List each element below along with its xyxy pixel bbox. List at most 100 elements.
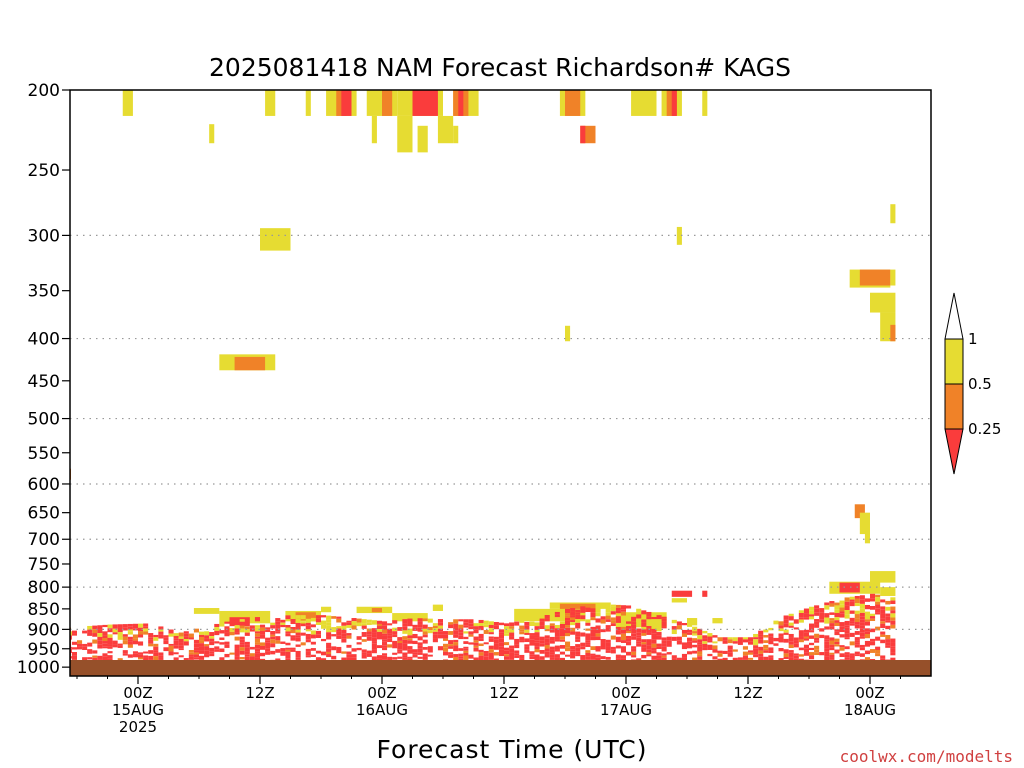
ri-cell: [478, 619, 484, 624]
ri-cell: [254, 625, 260, 628]
ri-cell: [651, 616, 657, 620]
ri-cell: [183, 639, 189, 642]
ri-cell: [483, 653, 489, 657]
ri-cell: [473, 640, 479, 643]
ri-cell: [854, 654, 860, 657]
ri-cell: [361, 623, 367, 626]
ri-cell: [544, 625, 550, 629]
ri-cell: [407, 638, 413, 641]
ri-cell: [864, 604, 870, 610]
ri-cell: [193, 639, 199, 644]
ri-cell: [849, 601, 855, 607]
ri-cell: [712, 635, 718, 638]
ri-cell: [854, 624, 860, 629]
ri-cell: [509, 656, 515, 660]
ri-cell: [285, 627, 291, 632]
ri-cell: [834, 631, 840, 636]
ri-cell: [132, 638, 138, 641]
ri-cell: [580, 632, 586, 637]
ri-cell: [849, 655, 855, 659]
ri-cell: [478, 652, 484, 656]
ri-cell: [163, 637, 169, 641]
ri-cell: [448, 640, 454, 645]
ri-cell: [565, 615, 571, 618]
ri-cell: [565, 627, 571, 631]
ri-cell: [361, 652, 367, 655]
ri-cell: [71, 630, 77, 634]
ri-cell: [565, 654, 571, 657]
ri-cell: [92, 657, 98, 661]
ri-cell: [864, 621, 870, 626]
ri-cell: [661, 648, 667, 652]
ri-cell: [458, 653, 464, 657]
ri-cell: [534, 622, 540, 627]
ri-cell: [493, 636, 499, 640]
ri-cell: [559, 639, 565, 642]
ri-cell: [559, 623, 565, 629]
ri-cell: [529, 651, 535, 655]
ri-cell: [595, 625, 601, 630]
ri-cell: [143, 626, 149, 629]
ri-cell: [717, 653, 723, 657]
ri-cell: [199, 643, 205, 647]
ri-cell: [824, 639, 830, 642]
ri-cell: [585, 633, 591, 637]
ri-cell: [178, 648, 184, 651]
ri-cell: [595, 654, 601, 658]
ri-cell: [880, 631, 886, 635]
ri-cell: [788, 650, 794, 653]
ri-cell: [224, 626, 230, 629]
ri-cell: [407, 632, 413, 636]
ri-cell: [117, 632, 123, 636]
ri-cell: [458, 658, 464, 661]
ri-cell: [397, 649, 403, 652]
ri-cell: [463, 648, 469, 651]
ri-cell: [422, 628, 428, 632]
ri-cell: [422, 656, 428, 660]
ri-cell: [453, 648, 459, 652]
ri-cell: [432, 604, 443, 611]
ri-cell: [681, 653, 687, 658]
ri-cell: [854, 504, 865, 519]
ri-cell: [834, 612, 840, 618]
ri-cell: [864, 650, 870, 655]
ri-cell: [305, 90, 311, 116]
ri-cell: [376, 626, 382, 630]
ri-cell: [412, 624, 418, 628]
ri-cell: [829, 640, 835, 645]
ri-cell: [417, 645, 423, 649]
ri-cell: [814, 619, 820, 622]
ri-cell: [773, 637, 779, 642]
ri-cell: [77, 643, 83, 647]
ri-cell: [356, 618, 362, 623]
ri-cell: [697, 631, 703, 636]
ri-cell: [193, 657, 199, 660]
ri-cell: [890, 620, 896, 625]
ri-cell: [244, 644, 250, 648]
ri-cell: [844, 625, 850, 628]
ri-cell: [92, 650, 98, 654]
ri-cell: [280, 622, 286, 625]
ri-cell: [331, 627, 337, 630]
ri-cell: [803, 644, 809, 649]
ri-cell: [890, 269, 896, 286]
x-tick-label: 16AUG: [356, 701, 408, 719]
ri-cell: [122, 634, 128, 637]
ri-cell: [798, 610, 804, 613]
ri-cell: [509, 628, 515, 633]
ri-cell: [890, 624, 896, 629]
ri-cell: [854, 622, 860, 625]
ri-cell: [687, 644, 693, 649]
ri-cell: [270, 622, 276, 626]
ri-cell: [859, 595, 865, 600]
ri-cell: [336, 635, 342, 639]
ri-cell: [809, 614, 815, 617]
ri-cell: [514, 655, 520, 658]
ri-cell: [300, 621, 306, 624]
ri-cell: [193, 654, 199, 658]
ri-cell: [468, 654, 474, 659]
ri-cell: [676, 226, 682, 245]
ri-cell: [514, 653, 520, 656]
ri-cell: [458, 90, 464, 116]
ri-cell: [504, 647, 510, 651]
